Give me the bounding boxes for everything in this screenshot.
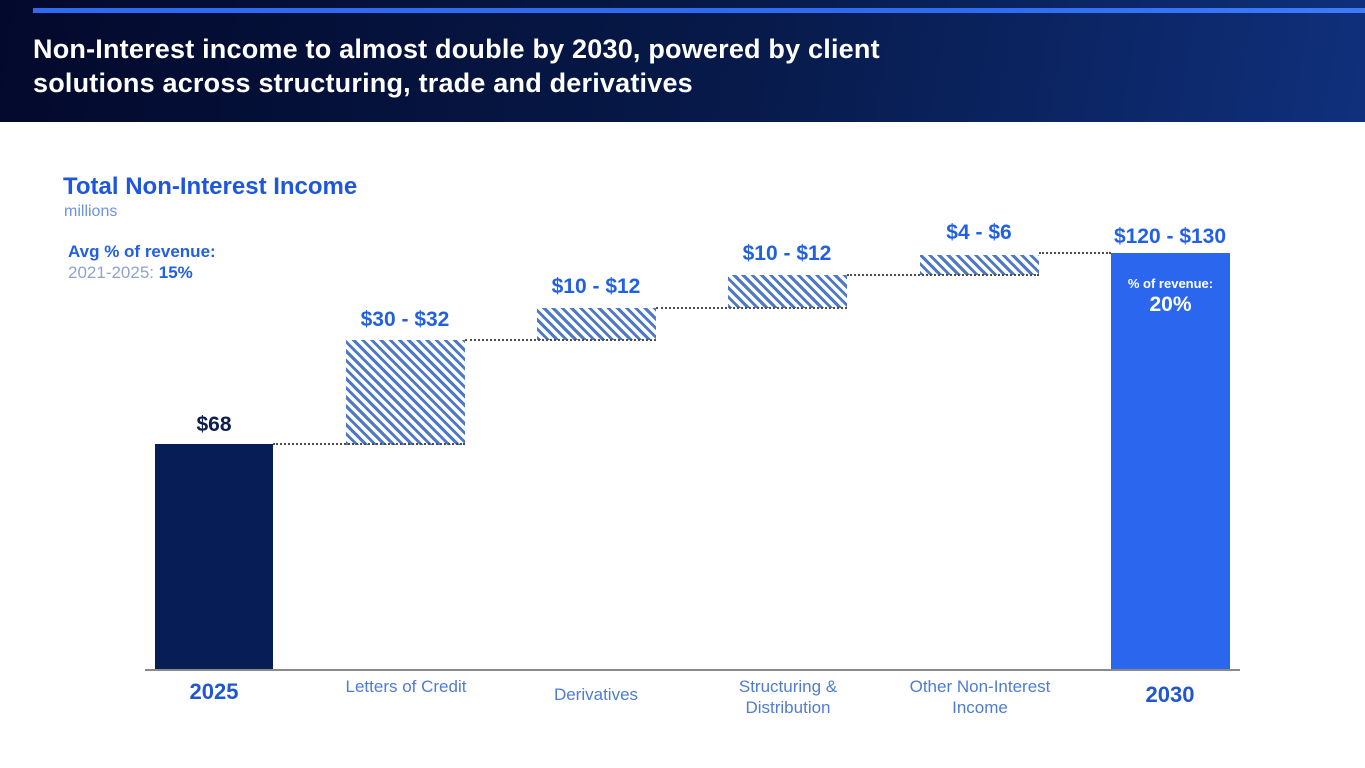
connector-dotted-4 [847,274,1039,276]
value-label-structuring-distribution: $10 - $12 [742,242,832,265]
annotation-line: 2021-2025: 15% [68,263,193,283]
x-axis-line [145,669,1240,671]
bar-structuring-distribution [728,275,847,308]
bar-derivatives [537,308,656,340]
header-accent-line [33,8,1365,13]
bar-letters-of-credit [346,340,465,445]
axis-label-derivatives: Derivatives [553,685,639,704]
annotation-period: 2021-2025: [68,263,155,282]
value-label-2030: $120 - $130 [1113,225,1227,248]
axis-label-letters-of-credit: Letters of Credit [345,677,467,696]
chart-unit-label: millions [64,203,118,220]
connector-dotted-2 [465,339,656,341]
chart-title: Total Non-Interest Income [63,173,358,200]
axis-label-2030: 2030 [1145,682,1195,707]
value-label-derivatives: $10 - $12 [551,275,641,298]
annotation-value: 15% [158,263,193,282]
value-label-2025: $68 [196,413,232,436]
axis-label-other-non-interest-income: Other Non-Interest Income [909,677,1051,718]
annotation-label: Avg % of revenue: [68,242,216,261]
connector-dotted-5 [1039,252,1111,254]
value-label-other-non-interest-income: $4 - $6 [946,221,1012,244]
bar-2030-inner-value: 20% [1149,293,1192,316]
header-banner: Non-Interest income to almost double by … [0,0,1365,122]
value-label-letters-of-credit: $30 - $32 [360,308,450,331]
slide-title: Non-Interest income to almost double by … [33,34,880,99]
axis-label-2025: 2025 [189,679,239,704]
bar-2025-total [155,444,273,670]
bar-other-non-interest-income [920,255,1039,275]
connector-dotted-1 [273,443,465,445]
axis-label-structuring-distribution: Structuring & Distribution [738,677,838,718]
connector-dotted-3 [656,307,847,309]
bar-2030-inner-label: % of revenue: [1127,276,1214,291]
bar-2030-total [1111,253,1230,670]
